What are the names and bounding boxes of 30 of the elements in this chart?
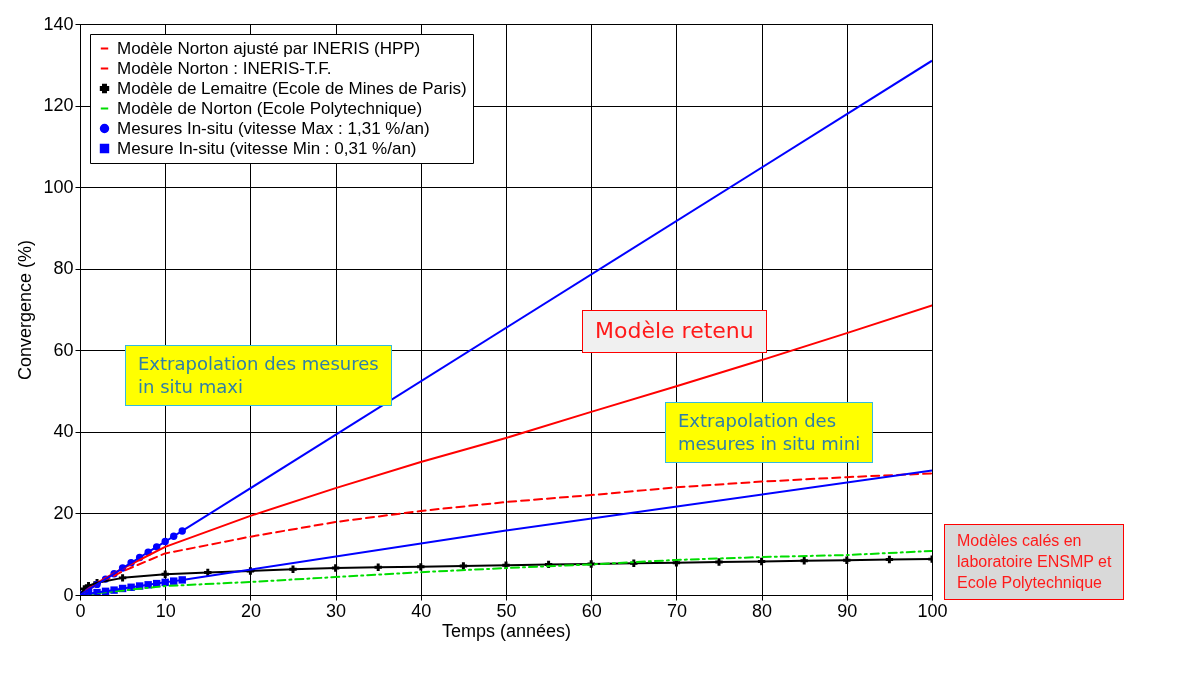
x-tick-label: 80 [752, 600, 773, 621]
y-axis-title: Convergence (%) [15, 239, 36, 381]
annotation: Extrapolation des mesures in situ maxi [125, 345, 392, 406]
annotation: Modèle retenu [582, 310, 767, 353]
legend-label: Mesure In-situ (vitesse Min : 0,31 %/an) [117, 138, 417, 158]
y-tick-label: 80 [53, 258, 74, 279]
x-tick-label: 90 [837, 600, 858, 621]
text: Modèles calés en laboratoire ENSMP et Ecole Polytechnique [944, 524, 1125, 601]
legend-label: Modèle Norton ajusté par INERIS (HPP) [117, 38, 421, 58]
x-tick-label: 30 [326, 600, 347, 621]
legend-label: Modèle de Lemaitre (Ecole de Mines de Paris) [117, 78, 467, 98]
x-tick-label: 100 [917, 600, 948, 621]
legend-label: Modèle de Norton (Ecole Polytechnique) [117, 98, 423, 118]
y-tick-label: 60 [53, 339, 74, 360]
y-tick-label: 0 [63, 584, 74, 605]
x-tick-label: 20 [240, 600, 261, 621]
x-tick-label: 60 [581, 600, 602, 621]
legend-label: Modèle Norton : INERIS-T.F. [117, 58, 332, 78]
y-tick-label: 20 [53, 502, 74, 523]
x-tick-label: 50 [496, 600, 517, 621]
annotation: Extrapolation des mesures in situ mini [665, 402, 874, 463]
x-tick-label: 10 [155, 600, 176, 621]
x-tick-label: 40 [411, 600, 432, 621]
x-axis-title: Temps (années) [441, 620, 572, 641]
y-tick-label: 40 [53, 421, 74, 442]
legend-label: Mesures In-situ (vitesse Max : 1,31 %/an) [117, 118, 430, 138]
y-tick-label: 140 [43, 13, 74, 34]
x-tick-label: 70 [666, 600, 687, 621]
y-tick-label: 100 [43, 176, 74, 197]
y-tick-label: 120 [43, 95, 74, 116]
